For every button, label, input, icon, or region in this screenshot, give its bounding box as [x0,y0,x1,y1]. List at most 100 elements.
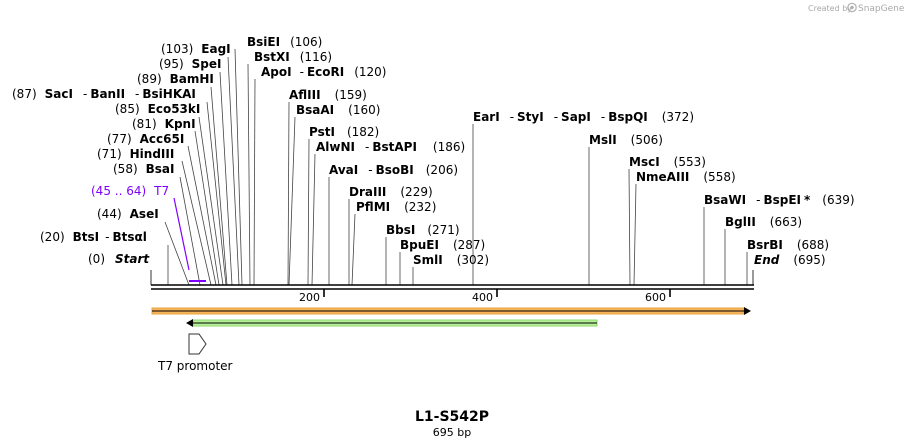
site-name-sapi[interactable]: SapI [561,110,591,124]
site-name-alwni[interactable]: AlwNI [316,140,355,154]
site-pos-eari: (372) [662,110,694,124]
green-feature-arrow[interactable] [186,319,598,327]
site-name-btsal[interactable]: Btsαl [112,230,146,244]
svg-text:MscI(553): MscI (553) [629,155,706,169]
orange-feature-arrow[interactable] [151,307,751,315]
site-name-bpuei[interactable]: BpuEI [400,238,439,252]
site-pos-acc65i: (77) [107,132,132,146]
svg-text:(71)HindIII: (71) HindIII [97,147,174,161]
site-name-msli[interactable]: MslI [589,133,617,147]
site-pos-asei: (44) [97,207,122,221]
site-pos-bglii: (663) [770,215,802,229]
site-name-avai[interactable]: AvaI [329,163,358,177]
site-name-bsrbi[interactable]: BsrBI [747,238,783,252]
site-name-bsiei[interactable]: BsiEI [247,35,280,49]
site-pos-draiii: (229) [400,185,432,199]
site-name-eagi[interactable]: EagI [201,42,230,56]
site-name-afliii[interactable]: AflIII [289,88,321,102]
site-pos-smli: (302) [457,253,489,267]
tick-label-200: 200 [299,291,320,304]
t7-promoter-label: T7 promoter [157,359,233,373]
site-name-hindiii[interactable]: HindIII [130,147,175,161]
svg-text:(0)Start: (0) Start [88,252,150,266]
map-title: L1-S542P [415,409,489,425]
site-name-bsobi[interactable]: BsoBI [376,163,414,177]
site-pos-bsawi: (639) [822,193,854,207]
dna-backbone [151,284,754,290]
tick-label-600: 600 [645,291,666,304]
site-name-bamhi[interactable]: BamHI [170,72,214,86]
line-bstxi [247,63,251,286]
site-name-draiii[interactable]: DraIII [349,185,386,199]
site-name-bstapi[interactable]: BstAPI [372,140,417,154]
svg-text:BsiEI(106): BsiEI (106) [247,35,322,49]
site-name-pflmi[interactable]: PflMI [356,200,390,214]
ruler-ticks: 200 400 600 [299,289,671,304]
svg-text:DraIII(229): DraIII (229) [349,185,433,199]
site-name-nmeaiii[interactable]: NmeAIII [636,170,689,184]
site-pos-bsrbi: (688) [797,238,829,252]
site-name-btsi[interactable]: BtsI [73,230,100,244]
site-name-spei[interactable]: SpeI [192,57,222,71]
site-name-psti[interactable]: PstI [309,125,335,139]
site-pos-nmeaiii: (558) [703,170,735,184]
svg-text:(103)EagI: (103) EagI [161,42,231,56]
site-pos-avai: (206) [426,163,458,177]
site-name-end[interactable]: End [754,253,780,267]
site-pos-kpni: (81) [132,117,157,131]
line-apoi [253,78,256,286]
line-acc65i [187,145,217,286]
map-length: 695 bp [433,426,471,439]
site-name-acc65i[interactable]: Acc65I [140,132,185,146]
line-t7 [173,197,190,271]
site-name-asei[interactable]: AseI [130,207,159,221]
snapgene-logo-icon [847,2,857,13]
site-pos-bbsi: (271) [427,223,459,237]
site-name-bsihkai[interactable]: BsiHKAI [142,87,196,101]
site-name-eco53ki[interactable]: Eco53kI [148,102,201,116]
site-pos-bpuei: (287) [453,238,485,252]
t7-promoter-feature[interactable] [188,333,207,355]
line-kpni [194,130,220,286]
line-eco53ki [198,116,224,286]
site-pos-bsaai: (160) [348,103,380,117]
svg-text:AflIII(159): AflIII (159) [289,88,367,102]
site-pos-saci: (87) [12,87,37,101]
site-name-saci[interactable]: SacI [45,87,73,101]
site-name-t7[interactable]: T7 [153,184,169,198]
svg-text:PstI(182): PstI (182) [309,125,379,139]
site-pos-bsai: (58) [113,162,138,176]
site-pos-eagi: (103) [161,42,193,56]
svg-text:BbsI(271): BbsI (271) [386,223,460,237]
site-name-bsawi[interactable]: BsaWI [704,193,746,207]
svg-text:(45 .. 64)T7: (45 .. 64) T7 [91,184,169,198]
line-nmeaiii [633,183,637,286]
svg-text:BsrBI(688): BsrBI (688) [747,238,829,252]
site-name-smli[interactable]: SmlI [413,253,443,267]
site-name-bspqi[interactable]: BspQI [608,110,648,124]
site-name-eari[interactable]: EarI [473,110,500,124]
site-name-kpni[interactable]: KpnI [165,117,196,131]
site-name-msci[interactable]: MscI [629,155,660,169]
site-name-apoi[interactable]: ApoI [261,65,292,79]
credit-text: Created by [808,4,852,13]
svg-text:BglII(663): BglII (663) [725,215,802,229]
site-name-bglii[interactable]: BglII [725,215,756,229]
site-name-bspei[interactable]: BspEI [763,193,801,207]
site-pos-bamhi: (89) [137,72,162,86]
line-eagi [227,56,240,286]
site-name-bstxi[interactable]: BstXI [254,50,290,64]
site-name-start[interactable]: Start [115,252,150,266]
site-name-bsaai[interactable]: BsaAI [296,103,334,117]
site-pos-msli: (506) [631,133,663,147]
tick-label-400: 400 [472,291,493,304]
site-name-bbsi[interactable]: BbsI [386,223,415,237]
site-name-banii[interactable]: BanII [90,87,125,101]
svg-text:(77)Acc65I: (77) Acc65I [107,132,184,146]
site-name-ecori[interactable]: EcoRI [307,65,344,79]
site-pos-msci: (553) [674,155,706,169]
site-name-bsai[interactable]: BsaI [146,162,175,176]
left-site-labels: (0) Start (20) BtsI - Btsαl (44) AseI (45 .. … [12,42,231,266]
site-name-styi[interactable]: StyI [517,110,544,124]
